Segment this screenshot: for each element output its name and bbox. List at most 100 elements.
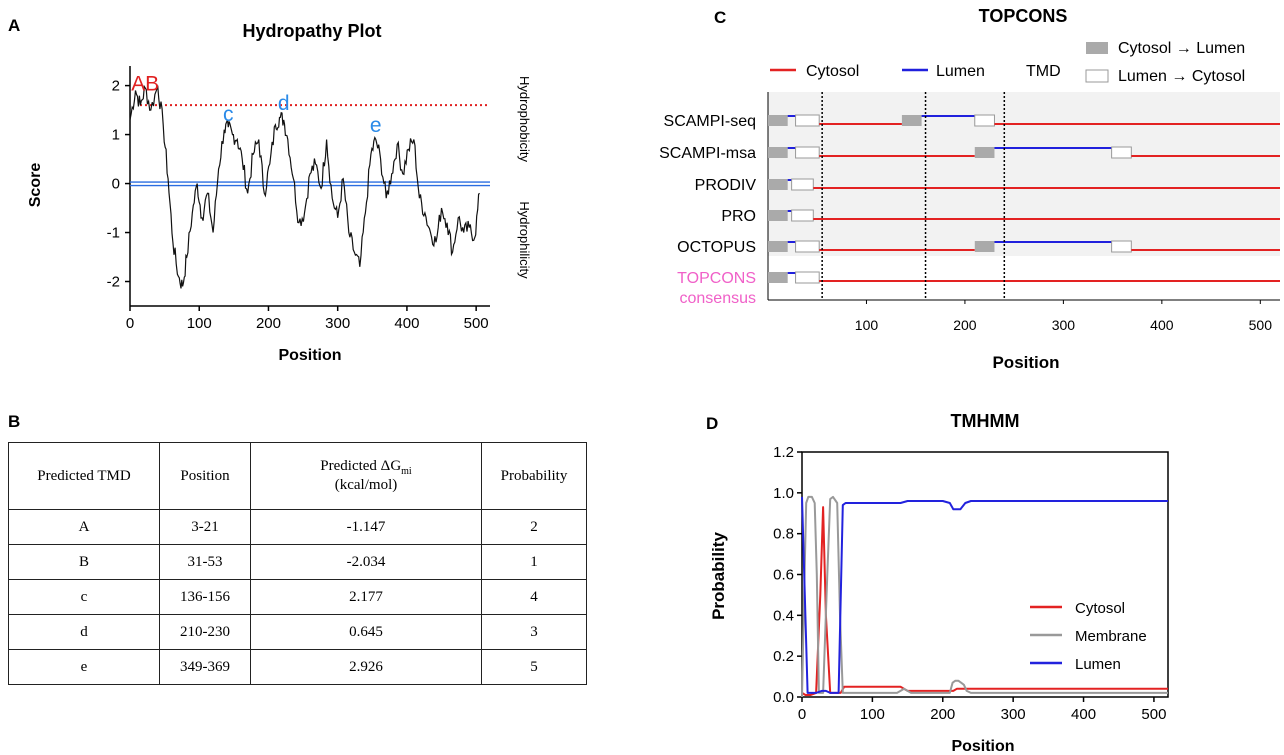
legend-label: Membrane xyxy=(1075,628,1147,645)
tmd-lumen-to-cytosol xyxy=(795,146,820,159)
x-tick-label: 300 xyxy=(1052,317,1076,333)
tmd-cytosol-to-lumen xyxy=(901,115,922,126)
x-tick-label: 400 xyxy=(1071,706,1096,723)
track-label: SCAMPI-msa xyxy=(659,145,756,162)
tmd-table: Predicted TMD Position Predicted ΔGmi (k… xyxy=(8,442,587,685)
x-tick-label: 400 xyxy=(1150,317,1174,333)
table-row: c 136-156 2.177 4 xyxy=(8,579,587,615)
legend-c2l-swatch xyxy=(1086,42,1108,54)
table-cell: 4 xyxy=(481,579,587,615)
table-row: d 210-230 0.645 3 xyxy=(8,614,587,650)
legend-cytosol-label: Cytosol xyxy=(806,63,859,80)
tmd-lumen-to-cytosol xyxy=(795,114,820,127)
header-probability: Probability xyxy=(481,442,587,510)
table-cell: 2.926 xyxy=(250,649,482,685)
table-cell: 3 xyxy=(481,614,587,650)
y-tick-label: 1.2 xyxy=(773,444,794,461)
table-cell: 1 xyxy=(481,544,587,580)
table-cell: 210-230 xyxy=(159,614,251,650)
tmhmm-plot-area xyxy=(801,495,1168,698)
y-tick-label: 1 xyxy=(112,127,120,144)
topcons-title: TOPCONS xyxy=(979,6,1068,26)
tmd-cytosol-to-lumen xyxy=(768,147,788,158)
topcons-tracks: 100 200 300 400 500 SCAMPI-seq SCAMPI-msa PRODI… xyxy=(659,92,1280,333)
tmd-lumen-to-cytosol xyxy=(974,114,995,127)
tmhmm-ylabel: Probability xyxy=(709,532,728,620)
table-cell: A xyxy=(8,509,160,545)
table-cell: 2.177 xyxy=(250,579,482,615)
y-tick-label: 0.4 xyxy=(773,607,794,624)
y-tick-label: 0.2 xyxy=(773,648,794,665)
peak-label: e xyxy=(370,114,382,137)
x-tick-label: 400 xyxy=(394,315,419,332)
table-header-row: Predicted TMD Position Predicted ΔGmi (k… xyxy=(8,442,587,510)
legend-lumen-label: Lumen xyxy=(936,63,985,80)
table-row: A 3-21 -1.147 2 xyxy=(8,509,587,545)
table-row: B 31-53 -2.034 1 xyxy=(8,544,587,580)
series-line-membrane xyxy=(801,495,1168,698)
tmd-cytosol-to-lumen xyxy=(768,241,788,252)
table-cell: 3-21 xyxy=(159,509,251,545)
topcons-xlabel: Position xyxy=(992,353,1059,372)
tmhmm-legend: Cytosol Membrane Lumen xyxy=(1030,600,1147,673)
tmd-lumen-to-cytosol xyxy=(1111,146,1132,159)
tmd-cytosol-to-lumen xyxy=(768,115,788,126)
tmhmm-title: TMHMM xyxy=(951,411,1020,431)
hydropathy-ylabel: Score xyxy=(27,163,44,208)
tmd-lumen-to-cytosol xyxy=(795,271,820,284)
legend-label: Cytosol xyxy=(1075,600,1125,617)
hydropathy-axes: 2 1 0 -1 -2 0 100 200 300 400 500 xyxy=(107,66,490,332)
x-tick-label: 500 xyxy=(1249,317,1273,333)
peak-label: A xyxy=(131,72,145,95)
topcons-plot: TOPCONS Cytosol Lumen TMD Cytosol → Lume… xyxy=(659,6,1280,372)
x-tick-label: 300 xyxy=(325,315,350,332)
table-body: A 3-21 -1.147 2 B 31-53 -2.034 1 c 136-156 2.177 4 d… xyxy=(8,509,587,685)
tmd-cytosol-to-lumen xyxy=(768,210,788,221)
table-cell: d xyxy=(8,614,160,650)
tmd-lumen-to-cytosol xyxy=(791,178,814,191)
x-tick-label: 100 xyxy=(860,706,885,723)
panel-label-a: A xyxy=(8,16,21,35)
tmd-lumen-to-cytosol xyxy=(1111,240,1132,253)
y-tick-label: 2 xyxy=(112,78,120,95)
header-predicted-tmd: Predicted TMD xyxy=(8,442,160,510)
x-tick-label: 0 xyxy=(126,315,134,332)
legend-l2c-label: Lumen → Cytosol xyxy=(1118,68,1245,85)
header-position: Position xyxy=(159,442,251,510)
track-label: TOPCONS xyxy=(677,270,756,287)
tmd-cytosol-to-lumen xyxy=(974,147,995,158)
panel-label-d: D xyxy=(706,414,719,433)
y-tick-label: -1 xyxy=(107,225,120,242)
header-delta-g: Predicted ΔGmi (kcal/mol) xyxy=(250,442,482,510)
hydropathy-plot: Hydropathy Plot Score Position Hydrophob… xyxy=(27,21,532,364)
x-tick-label: 500 xyxy=(1141,706,1166,723)
table-cell: 31-53 xyxy=(159,544,251,580)
panel-label-c: C xyxy=(714,8,727,27)
hydropathy-plot-area: A Bc d e xyxy=(129,72,490,289)
table-cell: -1.147 xyxy=(250,509,482,545)
header-delta-g-label: Predicted ΔG xyxy=(320,458,402,474)
x-tick-label: 500 xyxy=(464,315,489,332)
table-cell: B xyxy=(8,544,160,580)
peak-label: c xyxy=(223,103,234,126)
hydropathy-title: Hydropathy Plot xyxy=(242,21,381,41)
tmd-lumen-to-cytosol xyxy=(791,209,814,222)
panel-label-b: B xyxy=(8,412,21,431)
tmhmm-axes: 0.0 0.2 0.4 0.6 0.8 1.0 1.2 0 100 200 300 400 500 xyxy=(773,444,1169,723)
legend-l2c-swatch xyxy=(1085,69,1109,83)
table-cell: 349-369 xyxy=(159,649,251,685)
hydrophobicity-label: Hydrophobicity xyxy=(517,76,532,162)
tmd-cytosol-to-lumen xyxy=(768,272,788,283)
table-cell: 136-156 xyxy=(159,579,251,615)
x-tick-label: 300 xyxy=(1001,706,1026,723)
tmd-lumen-to-cytosol xyxy=(795,240,820,253)
topcons-legend: Cytosol Lumen TMD Cytosol → Lumen Lumen … xyxy=(770,40,1245,85)
table-cell: e xyxy=(8,649,160,685)
table-cell: 2 xyxy=(481,509,587,545)
peak-label: B xyxy=(145,72,159,95)
hydropathy-xlabel: Position xyxy=(278,347,341,364)
legend-c2l-label: Cytosol → Lumen xyxy=(1118,40,1245,57)
y-tick-label: 0.0 xyxy=(773,689,794,706)
table-cell: 0.645 xyxy=(250,614,482,650)
hydropathy-series-line xyxy=(129,84,481,289)
